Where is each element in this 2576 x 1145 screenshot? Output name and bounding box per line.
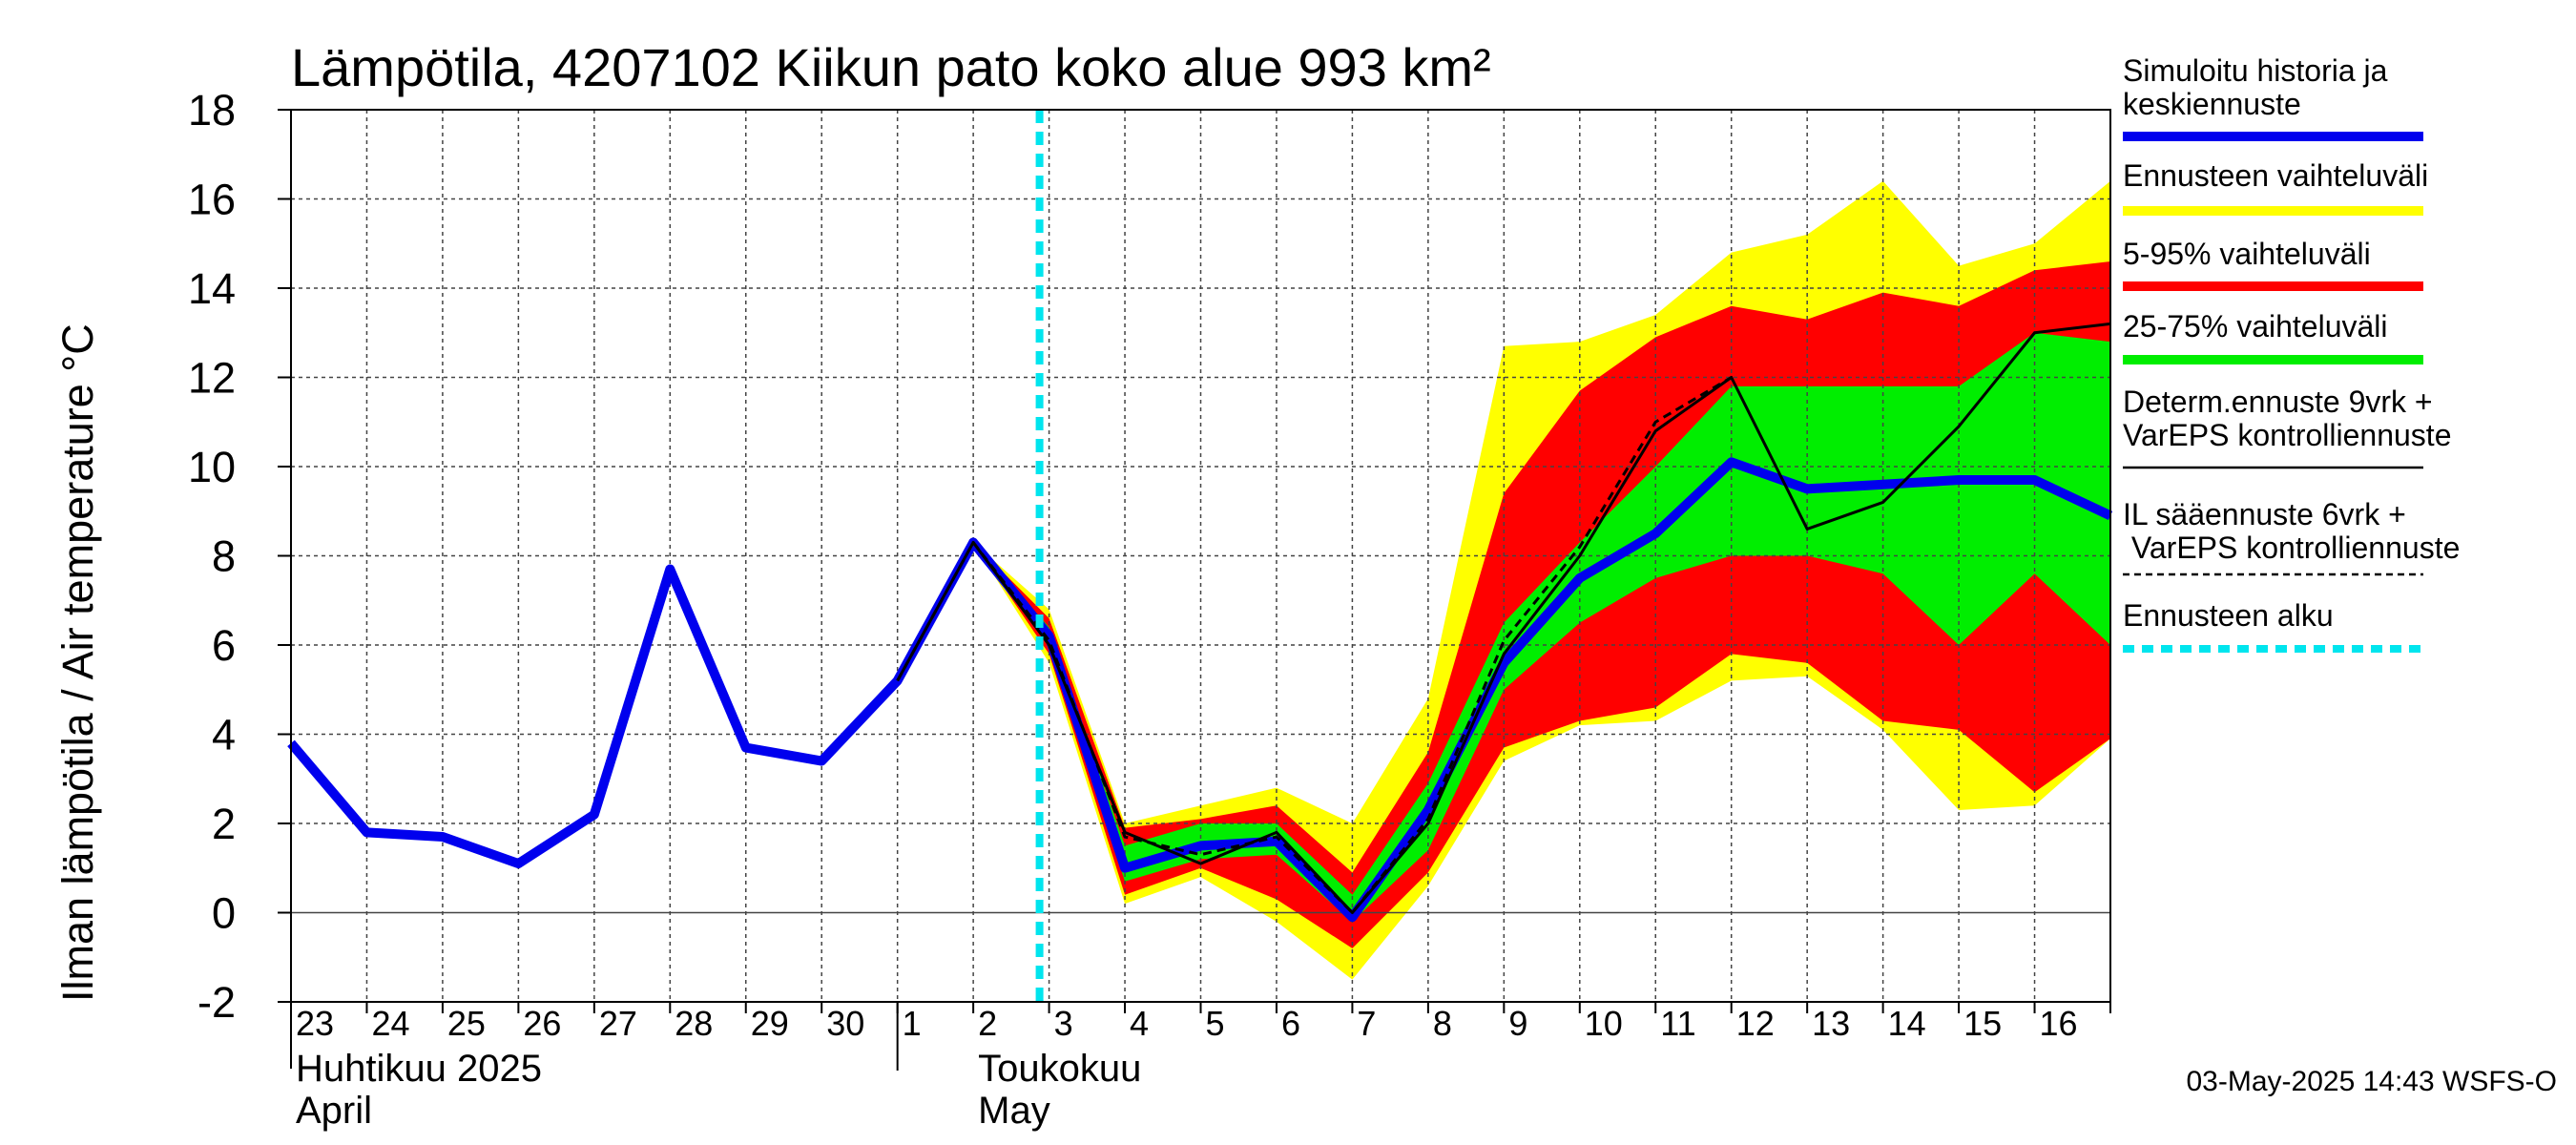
x-tick-label: 28	[675, 1004, 713, 1043]
x-tick-label: 5	[1206, 1004, 1225, 1043]
series-line-mean	[287, 457, 2113, 923]
x-tick-label: 11	[1660, 1004, 1695, 1043]
legend-label: 25-75% vaihteluväli	[2123, 309, 2388, 344]
y-tick-label: 4	[212, 711, 236, 760]
grid-lines	[291, 110, 2110, 1002]
y-tick-label: 18	[188, 86, 236, 135]
x-tick-label: 4	[1130, 1004, 1149, 1043]
chart-title: Lämpötila, 4207102 Kiikun pato koko alue…	[291, 37, 1491, 97]
y-tick-label: 8	[212, 532, 236, 581]
y-tick-label: 0	[212, 889, 236, 938]
month-label-en: May	[978, 1090, 1050, 1132]
y-tick-label: 12	[188, 354, 236, 403]
month-label-en: April	[296, 1090, 372, 1132]
x-tick-label: 30	[826, 1004, 864, 1043]
y-tick-label: 16	[188, 176, 236, 224]
x-tick-label: 23	[296, 1004, 334, 1043]
series-line-determ	[896, 322, 2111, 914]
x-tick-label: 14	[1888, 1004, 1926, 1043]
y-tick-label: 10	[188, 443, 236, 491]
x-tick-label: 16	[2040, 1004, 2078, 1043]
x-tick-label: 26	[523, 1004, 561, 1043]
timestamp-label: 03-May-2025 14:43 WSFS-O	[2187, 1066, 2558, 1097]
legend-label: Ennusteen vaihteluväli	[2123, 158, 2428, 193]
x-tick-label: 9	[1508, 1004, 1527, 1043]
month-label-fi: Toukokuu	[978, 1048, 1141, 1090]
x-tick-label: 7	[1357, 1004, 1376, 1043]
x-tick-label: 1	[903, 1004, 922, 1043]
month-label-fi: Huhtikuu 2025	[296, 1048, 542, 1090]
x-tick-label: 13	[1812, 1004, 1850, 1043]
y-axis: -2 0 2 4 6 8 10 12 14 16 18	[188, 86, 291, 1027]
y-tick-label: 6	[212, 621, 236, 670]
x-axis: 23 24 25 26 27 28 29 30 1 2 3 4 5 6 7 8 9 10 11 12 13 14 15 16H…	[290, 1002, 2111, 1132]
x-tick-label: 12	[1736, 1004, 1775, 1043]
series-lines	[287, 110, 2113, 1002]
x-tick-label: 2	[978, 1004, 997, 1043]
x-tick-label: 3	[1054, 1004, 1073, 1043]
y-tick-label: -2	[197, 978, 236, 1027]
legend-label: Ennusteen alku	[2123, 598, 2334, 633]
x-tick-label: 25	[447, 1004, 486, 1043]
x-tick-label: 15	[1963, 1004, 2002, 1043]
x-tick-label: 8	[1433, 1004, 1452, 1043]
x-tick-label: 24	[371, 1004, 409, 1043]
legend-label: Determ.ennuste 9vrk + VarEPS kontrollienn…	[2123, 385, 2451, 452]
x-tick-label: 6	[1281, 1004, 1300, 1043]
y-tick-label: 2	[212, 800, 236, 848]
x-tick-label: 27	[599, 1004, 637, 1043]
x-tick-label: 10	[1585, 1004, 1623, 1043]
legend-label: Simuloitu historia ja keskiennuste	[2123, 53, 2388, 121]
y-tick-label: 14	[188, 264, 236, 313]
x-tick-label: 29	[751, 1004, 789, 1043]
legend-label: 5-95% vaihteluväli	[2123, 237, 2371, 271]
legend: Simuloitu historia ja keskiennuste Ennuste…	[2123, 53, 2460, 653]
y-axis-title: Ilman lämpötila / Air temperature °C	[53, 323, 102, 1002]
legend-label: IL sääennuste 6vrk + VarEPS kontrollienn…	[2123, 497, 2460, 565]
